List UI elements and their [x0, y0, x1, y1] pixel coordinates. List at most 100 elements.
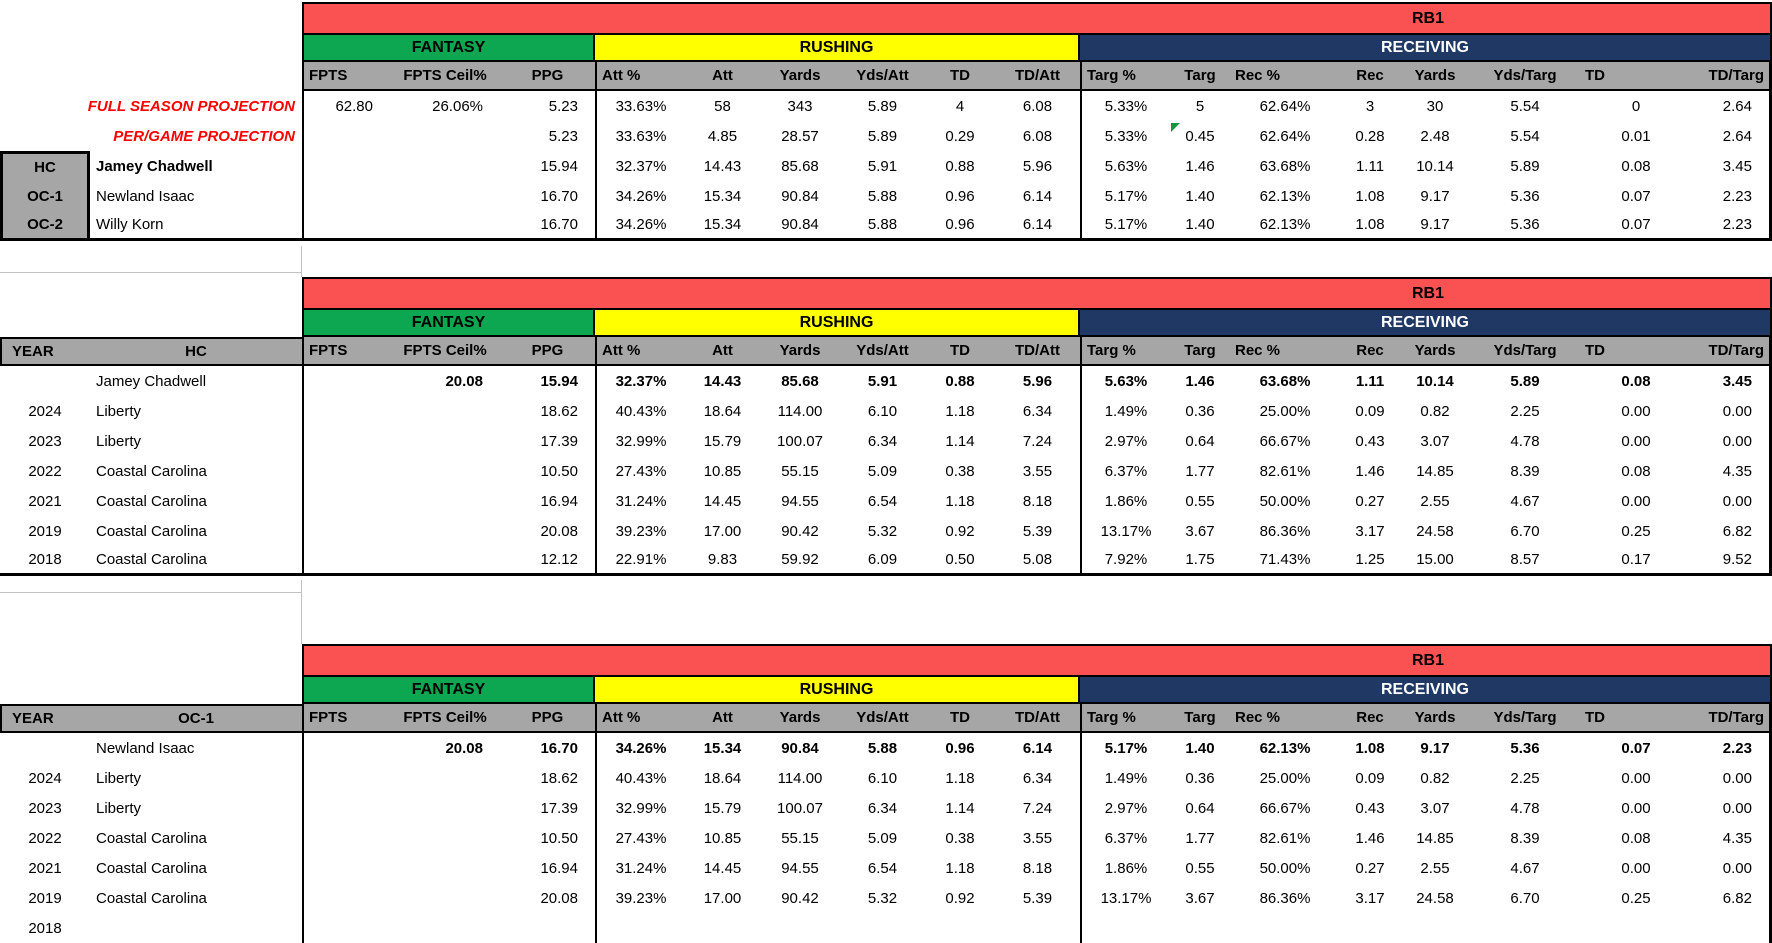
col-header-ppg[interactable]: PPG [500, 704, 595, 733]
stat-cell[interactable]: 1.18 [945, 859, 975, 877]
stat-cell[interactable]: 5.89 [1510, 372, 1540, 390]
coach-column-header[interactable]: OC-1 [90, 704, 302, 733]
stat-cell[interactable] [500, 913, 595, 943]
stat-cell[interactable]: 40.43% [595, 396, 685, 426]
stat-cell[interactable]: 25.00% [1259, 769, 1311, 787]
stat-cell[interactable] [390, 486, 500, 516]
stat-cell[interactable] [302, 883, 390, 913]
stat-cell[interactable]: 14.43 [703, 157, 742, 175]
stat-cell[interactable]: 0.07 [1621, 739, 1651, 757]
col-header-td[interactable]: TD [1580, 62, 1692, 91]
team-cell[interactable]: Liberty [96, 799, 142, 817]
stat-cell[interactable]: 2.23 [1692, 733, 1772, 763]
stat-cell[interactable]: 1.46 [1355, 462, 1385, 480]
stat-cell[interactable]: 15.94 [540, 372, 578, 390]
col-header-rec-[interactable]: Rec % [1230, 337, 1340, 366]
stat-cell[interactable]: 14.43 [703, 372, 742, 390]
stat-cell[interactable]: 50.00% [1259, 492, 1311, 510]
stat-cell[interactable]: 1.49% [1080, 396, 1170, 426]
stat-cell[interactable]: 30 [1426, 97, 1444, 115]
stat-cell[interactable]: 1.08 [1340, 211, 1400, 241]
stat-cell[interactable]: 1.86% [1080, 853, 1170, 883]
stat-cell[interactable]: 5.23 [548, 127, 578, 145]
col-header-fpts[interactable]: FPTS [302, 62, 390, 91]
stat-cell[interactable]: 3.07 [1420, 799, 1450, 817]
stat-cell[interactable]: 0.09 [1355, 769, 1385, 787]
stat-cell[interactable]: 82.61% [1259, 829, 1311, 847]
stat-cell[interactable]: 0.96 [945, 739, 975, 757]
stat-cell[interactable] [1170, 913, 1230, 943]
stat-cell[interactable] [390, 883, 500, 913]
stat-cell[interactable]: 1.08 [1355, 739, 1385, 757]
stat-cell[interactable]: 1.25 [1340, 546, 1400, 576]
year-column-header[interactable]: YEAR [0, 704, 90, 733]
stat-cell[interactable]: 5.88 [840, 211, 925, 241]
team-cell[interactable]: Liberty [96, 402, 142, 420]
stat-cell[interactable]: 8.39 [1510, 462, 1540, 480]
stat-cell[interactable]: 33.63% [595, 121, 685, 151]
stat-cell[interactable]: 0.55 [1185, 492, 1215, 510]
stat-cell[interactable]: 0.07 [1621, 187, 1651, 205]
stat-cell[interactable]: 16.94 [540, 492, 578, 510]
col-header-att[interactable]: Att [685, 62, 760, 91]
stat-cell[interactable] [302, 823, 390, 853]
stat-cell[interactable]: 12.12 [500, 546, 595, 576]
stat-cell[interactable]: 0.96 [945, 187, 975, 205]
stat-cell[interactable]: 15.79 [703, 432, 742, 450]
stat-cell[interactable]: 114.00 [777, 402, 823, 420]
stat-cell[interactable] [302, 456, 390, 486]
stat-cell[interactable] [760, 913, 840, 943]
stat-cell[interactable]: 5.33% [1080, 121, 1170, 151]
col-header-yds-att[interactable]: Yds/Att [840, 704, 925, 733]
stat-cell[interactable]: 50.00% [1259, 859, 1311, 877]
stat-cell[interactable] [302, 516, 390, 546]
stat-cell[interactable] [925, 913, 995, 943]
stat-cell[interactable]: 343 [787, 97, 813, 115]
col-header-yards[interactable]: Yards [760, 62, 840, 91]
stat-cell[interactable]: 0.88 [945, 157, 975, 175]
team-cell[interactable]: Liberty [96, 432, 142, 450]
year-cell[interactable]: 2018 [28, 919, 62, 937]
stat-cell[interactable]: 5.09 [867, 829, 898, 847]
col-header-td-att[interactable]: TD/Att [995, 337, 1080, 366]
stat-cell[interactable]: 15.34 [703, 739, 742, 757]
stat-cell[interactable] [302, 426, 390, 456]
year-cell[interactable]: 2021 [28, 492, 62, 510]
stat-cell[interactable]: 6.14 [1022, 739, 1053, 757]
stat-cell[interactable]: 4.85 [707, 127, 738, 145]
stat-cell[interactable]: 6.34 [1022, 769, 1053, 787]
stat-cell[interactable]: 5.88 [867, 739, 898, 757]
stat-cell[interactable]: 2.25 [1510, 402, 1540, 420]
stat-cell[interactable]: 0.07 [1580, 211, 1692, 241]
col-header-fpts-ceil-[interactable]: FPTS Ceil% [390, 337, 500, 366]
stat-cell[interactable]: 31.24% [595, 486, 685, 516]
stat-cell[interactable]: 2.55 [1420, 492, 1450, 510]
stat-cell[interactable]: 6.34 [867, 799, 898, 817]
stat-cell[interactable]: 90.42 [781, 889, 819, 907]
col-header-targ-[interactable]: Targ % [1080, 704, 1170, 733]
stat-cell[interactable]: 17.39 [540, 799, 578, 817]
stat-cell[interactable] [995, 913, 1080, 943]
stat-cell[interactable]: 6.10 [867, 769, 898, 787]
stat-cell[interactable]: 0.64 [1185, 799, 1215, 817]
stat-cell[interactable]: 85.68 [781, 157, 819, 175]
stat-cell[interactable]: 6.37% [1080, 456, 1170, 486]
year-cell[interactable]: 2021 [28, 859, 62, 877]
stat-cell[interactable]: 28.57 [781, 127, 819, 145]
stat-cell[interactable]: 1.46 [1185, 372, 1215, 390]
stat-cell[interactable]: 5.33% [1080, 91, 1170, 121]
stat-cell[interactable]: 114.00 [777, 769, 823, 787]
col-header-att[interactable]: Att [685, 704, 760, 733]
stat-cell[interactable]: 25.00% [1259, 402, 1311, 420]
stat-cell[interactable]: 0.50 [925, 546, 995, 576]
stat-cell[interactable]: 6.82 [1692, 883, 1772, 913]
stat-cell[interactable]: 5.39 [1022, 889, 1053, 907]
stat-cell[interactable]: 86.36% [1259, 889, 1311, 907]
stat-cell[interactable]: 9.17 [1420, 187, 1450, 205]
stat-cell[interactable]: 7.92% [1080, 546, 1170, 576]
stat-cell[interactable]: 0.38 [945, 462, 975, 480]
col-header-rec-[interactable]: Rec % [1230, 62, 1340, 91]
stat-cell[interactable] [1230, 913, 1340, 943]
stat-cell[interactable]: 0.00 [1621, 432, 1651, 450]
stat-cell[interactable]: 62.64% [1259, 97, 1311, 115]
